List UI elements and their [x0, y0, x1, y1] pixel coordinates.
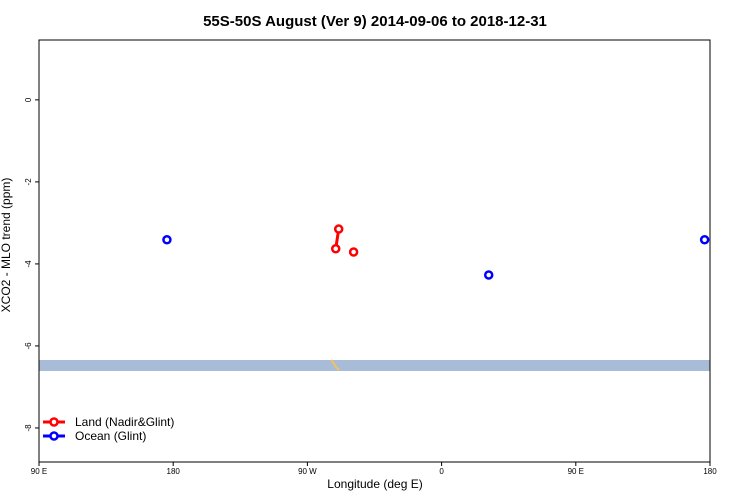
x-tick-label: 90 E — [31, 467, 47, 476]
point — [333, 224, 344, 234]
y-tick-label: -4 — [24, 260, 33, 268]
y-tick-label: 0 — [24, 97, 33, 102]
y-axis-label: XCO2 - MLO trend (ppm) — [0, 178, 13, 313]
point — [699, 234, 710, 245]
x-tick-label: 180 — [167, 467, 181, 476]
x-tick-label: 90 W — [298, 467, 317, 476]
point — [162, 234, 172, 245]
x-tick-label: 90 E — [568, 467, 584, 476]
point — [348, 247, 359, 257]
legend-marker — [49, 431, 59, 441]
point — [483, 270, 494, 280]
x-axis-label: Longitude (deg E) — [327, 477, 422, 491]
x-tick-label: 180 — [703, 467, 717, 476]
x-tick-label: 0 — [439, 467, 444, 476]
y-tick-label: -2 — [24, 178, 33, 186]
legend-label: Land (Nadir&Glint) — [75, 415, 174, 429]
map-band — [39, 360, 710, 371]
chart-title: 55S-50S August (Ver 9) 2014-09-06 to 201… — [203, 13, 547, 30]
legend-marker — [49, 417, 59, 427]
legend-label: Ocean (Glint) — [75, 429, 146, 443]
point — [330, 243, 341, 254]
map-land — [330, 359, 340, 371]
y-tick-label: -6 — [24, 342, 33, 350]
y-tick-label: -8 — [24, 424, 33, 432]
plot-frame — [38, 39, 711, 463]
